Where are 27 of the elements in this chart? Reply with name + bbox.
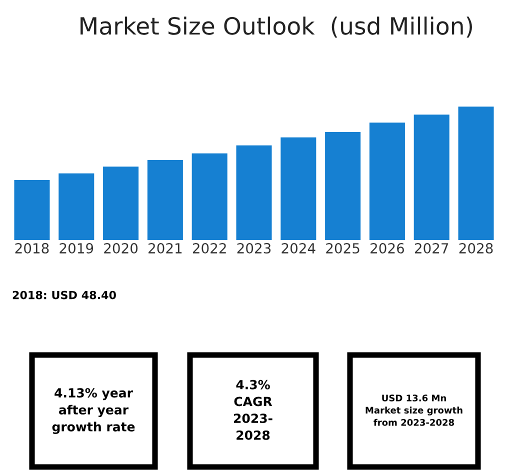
text: 4.3% CAGR 2023- 2028 xyxy=(234,380,272,440)
text: USD 13.6 Mn Market size growth from 2023-2028 xyxy=(366,394,462,426)
x-tick-label: 2021 xyxy=(148,243,182,254)
bar xyxy=(147,160,183,240)
x-tick-label: 2026 xyxy=(370,243,404,254)
bar xyxy=(236,145,272,240)
x-tick-label: 2020 xyxy=(104,243,138,254)
x-tick-label: 2028 xyxy=(459,243,493,254)
text: 2018: USD 48.40 xyxy=(12,290,116,300)
x-tick-label: 2018 xyxy=(15,243,49,254)
x-tick-label: 2027 xyxy=(414,243,448,254)
bar xyxy=(58,173,94,240)
x-tick-label: 2025 xyxy=(326,243,360,254)
x-tick-label: 2022 xyxy=(192,243,226,254)
bar xyxy=(414,114,450,240)
text: 4.13% year after year growth rate xyxy=(52,388,135,434)
x-tick-label: 2024 xyxy=(282,243,316,254)
bar xyxy=(369,122,405,240)
x-tick-label: 2023 xyxy=(237,243,271,254)
bar xyxy=(103,166,139,240)
bar xyxy=(14,180,50,240)
bar xyxy=(458,106,494,240)
chart-title: Market Size Outlook (usd Million) xyxy=(80,16,472,38)
bar xyxy=(192,153,228,240)
x-tick-label: 2019 xyxy=(60,243,94,254)
bar xyxy=(280,137,316,240)
bar xyxy=(325,132,361,240)
